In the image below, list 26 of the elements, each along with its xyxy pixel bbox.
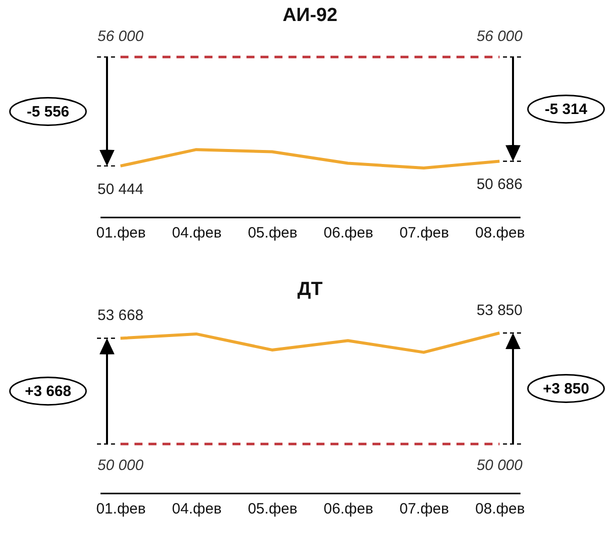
chart-title: ДТ (297, 279, 323, 300)
x-tick-label: 07.фев (399, 224, 449, 242)
x-tick-label: 04.фев (172, 224, 222, 242)
text: -5 314 (544, 101, 588, 118)
chart-title: АИ-92 (282, 5, 338, 26)
x-tick-label: 04.фев (172, 500, 222, 518)
data-label: 50 444 (98, 180, 144, 198)
data-label: 50 686 (476, 176, 522, 194)
x-tick-label: 08.фев (475, 224, 525, 242)
ref-line-label: 50 000 (98, 457, 144, 474)
data-label: 53 668 (98, 307, 144, 324)
text: 50 000 (476, 457, 522, 474)
x-tick-label: 05.фев (248, 500, 298, 518)
text: +3 850 (542, 380, 590, 398)
x-tick-label: 01.фев (96, 500, 146, 518)
data-label: 53 850 (476, 302, 522, 319)
text: 56 000 (476, 28, 522, 45)
text: +3 668 (24, 383, 72, 400)
x-tick-label: 07.фев (399, 500, 449, 518)
x-tick-label: 01.фев (96, 224, 146, 242)
x-tick-label: 05.фев (248, 224, 298, 242)
text: -5 556 (26, 103, 70, 120)
x-tick-label: 08.фев (475, 500, 525, 518)
x-tick-label: 06.фев (324, 224, 374, 242)
ref-line-label: 56 000 (98, 28, 144, 45)
x-tick-label: 06.фев (324, 500, 374, 518)
